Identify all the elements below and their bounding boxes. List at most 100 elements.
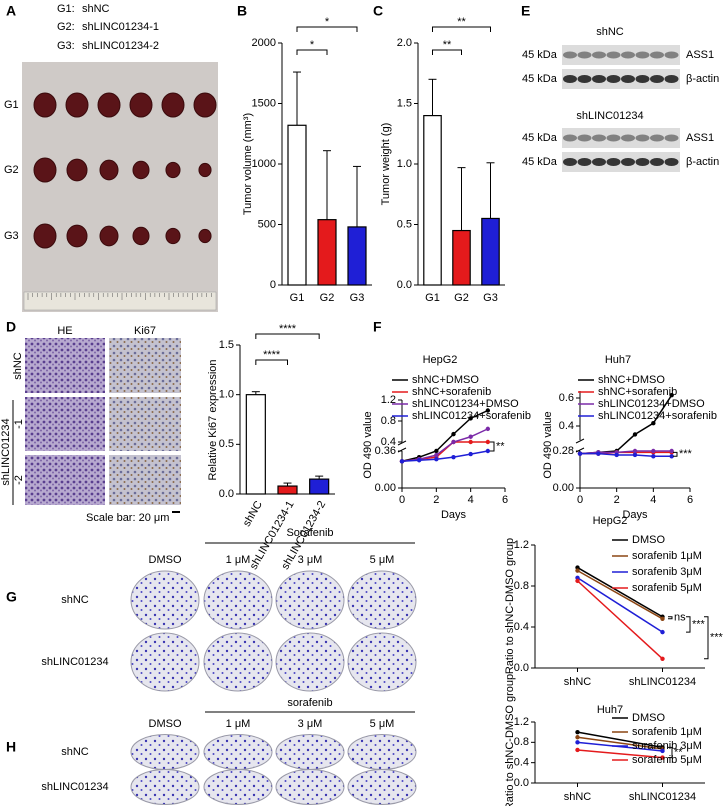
- blot-band: [635, 134, 650, 142]
- tumor: [33, 157, 57, 183]
- y-axis-label: Ratio to shNC-DMSO group: [504, 674, 516, 806]
- data-point: [434, 457, 439, 462]
- data-point: [468, 434, 473, 439]
- data-point: [434, 452, 439, 458]
- bar: [277, 485, 298, 495]
- series-line: [579, 450, 672, 455]
- blot-band: [606, 51, 621, 59]
- x-tick-label: shNC: [564, 791, 592, 803]
- column-label: 5 μM: [370, 718, 395, 730]
- panel-label: H: [6, 739, 16, 755]
- legend-label: sorafenib 5μM: [632, 754, 702, 766]
- data-point: [669, 454, 674, 459]
- y-axis-label: OD 490 value: [362, 411, 374, 478]
- data-point: [651, 448, 656, 454]
- tumor: [165, 227, 181, 245]
- kda-label: 45 kDa: [522, 49, 558, 61]
- significance-label: ns: [674, 612, 686, 624]
- y-tick-label: 1.5: [219, 339, 234, 351]
- legend-label: DMSO: [632, 534, 665, 546]
- legend-label: sorafenib 1μM: [632, 726, 702, 738]
- significance-bracket: [490, 441, 495, 452]
- data-point: [575, 729, 580, 735]
- legend-label: sorafenib 1μM: [632, 550, 702, 562]
- y-tick-label: 1000: [252, 158, 276, 170]
- significance-label: ****: [279, 323, 297, 335]
- legend-label: shLINC01234+sorafenib: [412, 410, 531, 422]
- x-tick-label: shLINC01234: [629, 676, 696, 688]
- data-point: [660, 616, 665, 621]
- column-label: 5 μM: [370, 554, 395, 566]
- bar: [481, 217, 500, 286]
- blot-band: [592, 51, 606, 59]
- x-tick-label: 0: [399, 494, 405, 506]
- column-label: DMSO: [149, 554, 182, 566]
- chart-title: Huh7: [605, 354, 631, 366]
- tumor: [65, 92, 89, 118]
- blot-band: [635, 75, 650, 83]
- y-tick-label: 1.0: [219, 389, 234, 401]
- y-tick-label: 1.2: [381, 394, 396, 406]
- x-tick-label: 6: [502, 494, 508, 506]
- kda-label: 45 kDa: [522, 156, 558, 168]
- blot-band: [664, 158, 679, 166]
- data-point: [632, 452, 638, 458]
- blot-band: [563, 158, 577, 166]
- legend-label: shLINC01234+DMSO: [598, 398, 705, 410]
- data-point: [632, 432, 638, 437]
- chart-title: HepG2: [593, 515, 628, 527]
- y-tick-label: 0.8: [514, 580, 529, 592]
- blot-band: [650, 158, 664, 166]
- tumor: [198, 162, 212, 178]
- series-line: [401, 409, 489, 463]
- data-point: [660, 755, 665, 760]
- treatment-label: Sorafenib: [286, 527, 333, 539]
- colony-plate: [275, 632, 345, 692]
- series-line: [577, 569, 663, 620]
- x-tick-label: 0: [577, 494, 583, 506]
- data-point: [596, 451, 601, 456]
- tumor: [165, 161, 181, 179]
- significance-bracket: [255, 359, 288, 365]
- significance-bracket: [432, 49, 462, 55]
- legend-label: shNC+DMSO: [598, 374, 665, 386]
- significance-label: *: [325, 16, 330, 28]
- x-tick-label: 2: [614, 494, 620, 506]
- significance-bracket: [668, 746, 673, 759]
- colony-plate: [203, 734, 273, 770]
- y-tick-label: 0.8: [514, 736, 529, 748]
- x-tick-label: 2: [433, 494, 439, 506]
- legend-key: G3:: [57, 40, 75, 52]
- row-label: shNC: [61, 594, 89, 606]
- row-label: shNC: [12, 352, 24, 380]
- data-point: [660, 629, 665, 635]
- bar: [317, 219, 337, 286]
- panel-label: A: [6, 3, 16, 19]
- significance-label: **: [496, 440, 505, 452]
- bar: [309, 478, 330, 495]
- data-point: [485, 426, 491, 432]
- y-axis-label: Relative Ki67 expression: [207, 359, 219, 480]
- x-tick-label: G1: [290, 292, 305, 304]
- tumor: [99, 225, 119, 247]
- significance-label: *: [310, 39, 315, 51]
- legend-label: shNC+DMSO: [412, 374, 479, 386]
- x-tick-label: shLINC01234: [629, 791, 696, 803]
- data-point: [399, 459, 405, 464]
- ihc-image: [25, 338, 105, 393]
- colony-plate: [275, 570, 345, 630]
- colony-plate: [130, 570, 200, 630]
- significance-label: **: [457, 16, 466, 28]
- legend-text: shNC: [82, 3, 110, 15]
- data-point: [614, 452, 619, 458]
- y-tick-label: 500: [258, 218, 276, 230]
- data-point: [468, 451, 473, 457]
- tumor: [193, 92, 217, 118]
- y-tick-label: 0.28: [553, 445, 574, 457]
- panel-label: E: [521, 3, 530, 19]
- x-tick-label: 4: [650, 494, 656, 506]
- y-tick-label: 1.2: [514, 539, 529, 551]
- blot-band: [606, 158, 621, 166]
- y-tick-label: 0.36: [375, 445, 396, 457]
- column-label: DMSO: [149, 718, 182, 730]
